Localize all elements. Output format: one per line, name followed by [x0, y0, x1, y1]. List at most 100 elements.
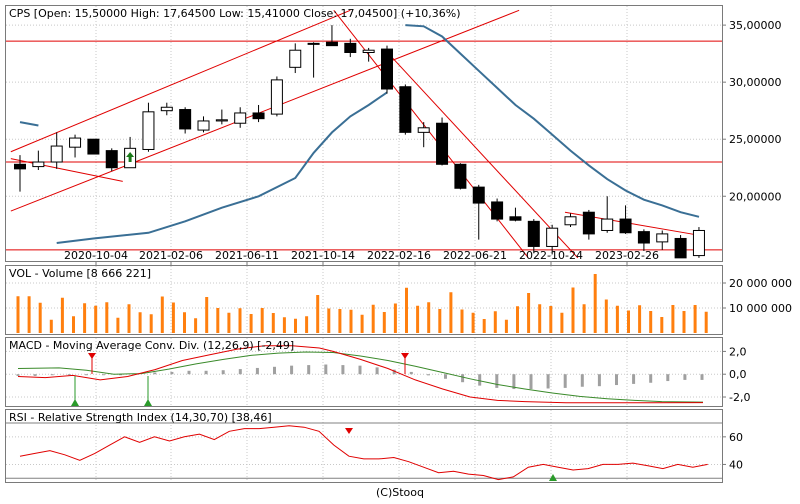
rsi-panel-frame — [5, 409, 723, 483]
price-panel-title: CPS [Open: 15,50000 High: 17,64500 Low: … — [9, 7, 461, 20]
macd-histogram-bar — [84, 374, 88, 376]
candle-body — [454, 163, 467, 189]
rsi-tick-label: 40 — [729, 458, 743, 471]
volume-panel-title: VOL - Volume [8 666 221] — [9, 267, 151, 280]
volume-bar — [238, 308, 242, 333]
volume-bar — [327, 308, 331, 333]
price-tick-label: 20,00000 — [729, 190, 782, 203]
candle-body — [307, 42, 320, 45]
macd-line — [17, 345, 704, 404]
volume-bar — [27, 296, 31, 333]
macd-histogram-bar — [512, 374, 516, 390]
candle-body — [509, 216, 522, 221]
volume-bar — [649, 311, 653, 333]
macd-histogram-bar — [255, 367, 259, 375]
macd-histogram-bar — [683, 374, 687, 380]
volume-bar — [160, 296, 164, 333]
moving-average-line — [405, 24, 700, 218]
trend-line — [10, 158, 123, 182]
macd-histogram-bar — [50, 374, 54, 376]
candle-body — [142, 111, 155, 150]
volume-bar — [549, 306, 553, 333]
macd-histogram-bar — [615, 374, 618, 386]
volume-tick-label: 20 000 000 — [729, 277, 792, 290]
date-tick-label: 2022-02-16 — [367, 249, 431, 262]
macd-histogram-bar — [563, 374, 567, 388]
moving-average-line — [19, 121, 39, 127]
macd-histogram-bar — [358, 365, 362, 375]
candle-body — [325, 41, 338, 47]
candle-body — [491, 201, 504, 220]
volume-tick-label: 10 000 000 — [729, 302, 792, 315]
macd-histogram-bar — [632, 374, 636, 384]
volume-bar — [149, 314, 153, 333]
candle-body — [179, 109, 192, 130]
volume-bar — [493, 311, 497, 333]
macd-histogram-bar — [307, 365, 311, 375]
volume-bar — [282, 317, 286, 333]
volume-bar — [516, 306, 519, 333]
volume-bar — [527, 293, 531, 333]
macd-histogram-bar — [170, 371, 174, 375]
volume-bar — [183, 312, 186, 333]
macd-histogram-bar — [666, 374, 670, 382]
candle-body — [252, 112, 265, 120]
volume-bar — [360, 314, 364, 333]
volume-bar — [571, 287, 575, 333]
volume-bar — [227, 312, 231, 333]
macd-signal-line — [17, 351, 704, 403]
candle-body — [674, 237, 687, 259]
volume-bar — [638, 305, 642, 333]
date-tick-label: 2022-10-24 — [519, 249, 583, 262]
volume-bar — [593, 274, 597, 333]
volume-bar — [582, 304, 586, 333]
macd-histogram-bar — [67, 374, 71, 376]
date-tick-label: 2021-02-06 — [139, 249, 203, 262]
volume-bar — [438, 309, 442, 333]
price-panel-frame — [5, 5, 723, 262]
volume-bar — [615, 305, 619, 333]
candle-body — [546, 227, 559, 247]
volume-bar — [427, 302, 431, 333]
candle-body — [344, 42, 357, 53]
macd-histogram-bar — [221, 370, 225, 375]
axis-ticks: 35,00000 30,00000 25,00000 20,00000 2020-10-… — [64, 19, 792, 471]
macd-histogram-bar — [392, 369, 396, 375]
macd-histogram-bar — [649, 374, 653, 383]
volume-bar — [16, 296, 20, 333]
volume-bar — [194, 318, 198, 333]
volume-bar — [405, 287, 408, 333]
volume-bar — [471, 312, 475, 333]
volume-bar — [482, 319, 486, 333]
candle-body — [215, 119, 228, 122]
volume-bar — [316, 295, 320, 333]
candle-body — [436, 122, 449, 165]
macd-histogram-bar — [238, 369, 242, 375]
volume-bar — [416, 305, 420, 333]
copyright-label: (C)Stooq — [376, 486, 424, 499]
volume-bar — [671, 305, 675, 333]
macd-histogram-bar — [102, 374, 105, 376]
candle-body — [105, 150, 118, 169]
candle-body — [50, 145, 63, 163]
candle-body — [619, 218, 632, 234]
macd-histogram-bar — [426, 374, 430, 376]
candle-body — [564, 216, 577, 226]
macd-histogram-bar — [495, 374, 499, 388]
volume-bar — [627, 310, 630, 333]
macd-histogram-bar — [187, 370, 191, 375]
macd-panel-title: MACD - Moving Average Conv. Div. (12,26,… — [9, 339, 294, 352]
buy-signal-marker — [144, 399, 152, 406]
date-tick-label: 2023-02-26 — [595, 249, 659, 262]
volume-bar — [349, 309, 353, 333]
price-panel — [6, 9, 722, 259]
candle-body — [87, 138, 100, 155]
macd-tick-label: 0,0 — [729, 368, 747, 381]
grid-lines — [6, 6, 722, 482]
volume-bar — [127, 304, 131, 333]
sell-signal-marker — [88, 353, 96, 359]
candle-body — [637, 231, 650, 244]
macd-histogram-bar — [597, 374, 601, 387]
rsi-buy-marker — [549, 474, 557, 481]
